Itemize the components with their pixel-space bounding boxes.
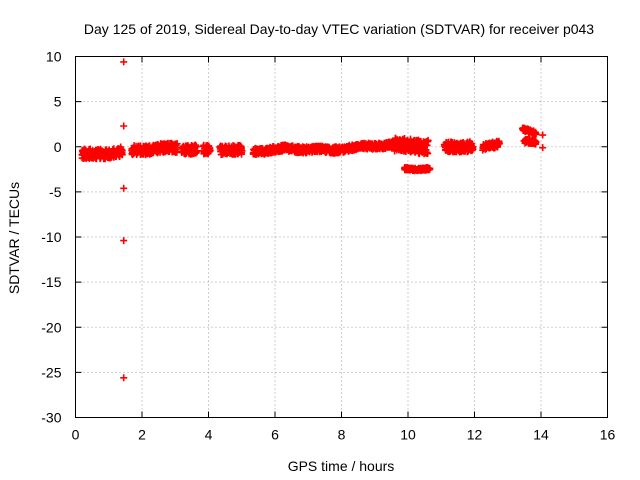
x-tick-label: 8: [338, 427, 346, 443]
y-tick-label: -10: [41, 229, 61, 245]
x-tick-label: 14: [533, 427, 549, 443]
data-point: [424, 136, 432, 144]
data-point: [495, 139, 503, 147]
y-axis-label: SDTVAR / TECUs: [6, 182, 22, 294]
data-points: [78, 58, 547, 382]
y-tick-label: -30: [41, 410, 61, 426]
data-point: [426, 165, 434, 173]
data-point: [120, 184, 128, 192]
data-point: [539, 131, 547, 139]
chart-title: Day 125 of 2019, Sidereal Day-to-day VTE…: [84, 21, 594, 37]
x-tick-label: 0: [72, 427, 80, 443]
data-point: [173, 140, 181, 148]
grid-lines: [75, 56, 608, 418]
data-point: [539, 144, 547, 152]
data-point: [424, 150, 432, 158]
x-tick-label: 2: [138, 427, 146, 443]
x-tick-labels: 0 2 4 6 8 10 12 14 16: [72, 427, 616, 443]
data-point: [118, 147, 126, 155]
y-tick-label: 0: [54, 139, 62, 155]
data-point: [193, 148, 201, 156]
x-tick-label: 12: [467, 427, 483, 443]
axis-ticks: [75, 56, 608, 418]
data-point: [238, 147, 246, 155]
data-point: [120, 374, 128, 382]
data-point: [532, 140, 540, 148]
y-tick-label: -15: [41, 274, 61, 290]
y-tick-label: -5: [49, 184, 62, 200]
y-tick-label: 5: [54, 94, 62, 110]
x-tick-label: 16: [600, 427, 616, 443]
y-tick-label: -25: [41, 364, 61, 380]
data-point: [532, 130, 540, 138]
y-tick-label: 10: [46, 49, 62, 65]
data-point: [120, 237, 128, 245]
data-point: [120, 122, 128, 130]
data-point: [120, 58, 128, 66]
x-tick-label: 4: [205, 427, 213, 443]
x-axis-label: GPS time / hours: [288, 458, 395, 474]
y-tick-label: -20: [41, 319, 61, 335]
x-tick-label: 6: [271, 427, 279, 443]
data-point: [206, 147, 214, 155]
y-tick-labels: 10 5 0 -5 -10 -15 -20 -25 -30: [41, 49, 61, 426]
x-tick-label: 10: [400, 427, 416, 443]
data-point: [469, 145, 477, 153]
